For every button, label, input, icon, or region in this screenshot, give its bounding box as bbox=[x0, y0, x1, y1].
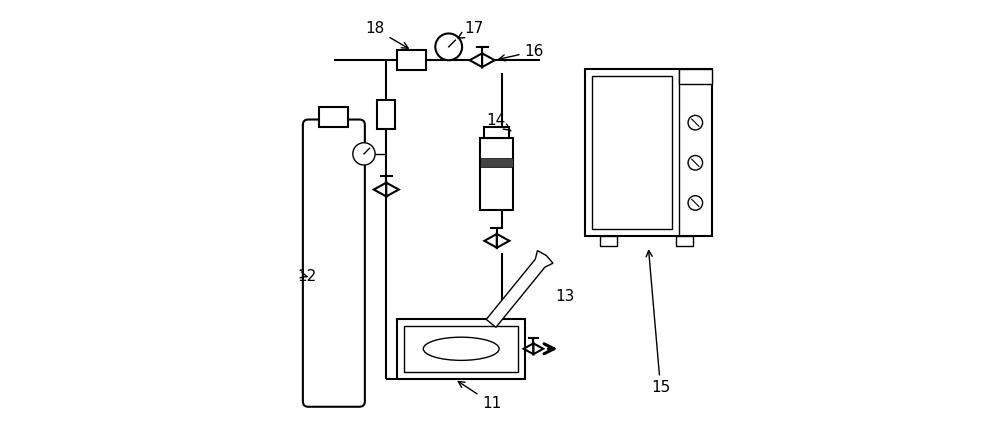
Bar bbox=[585, 69, 712, 236]
Bar bbox=[484, 127, 509, 138]
Bar bbox=[404, 326, 518, 372]
Polygon shape bbox=[374, 183, 386, 196]
Polygon shape bbox=[486, 251, 553, 327]
Text: 14: 14 bbox=[487, 113, 511, 131]
Bar bbox=[679, 69, 712, 84]
Circle shape bbox=[353, 143, 375, 165]
Bar bbox=[480, 138, 513, 210]
Bar bbox=[480, 157, 513, 167]
Polygon shape bbox=[533, 343, 543, 354]
Text: 15: 15 bbox=[646, 251, 670, 396]
Text: 17: 17 bbox=[458, 21, 484, 38]
FancyBboxPatch shape bbox=[303, 120, 365, 407]
Bar bbox=[592, 76, 672, 229]
Bar bbox=[397, 319, 525, 379]
Bar bbox=[600, 236, 617, 246]
Polygon shape bbox=[470, 54, 482, 67]
Text: 18: 18 bbox=[365, 21, 408, 48]
Circle shape bbox=[688, 156, 703, 170]
Circle shape bbox=[688, 116, 703, 130]
Text: 12: 12 bbox=[297, 269, 316, 284]
Ellipse shape bbox=[423, 337, 499, 360]
Circle shape bbox=[435, 33, 462, 60]
Bar bbox=[676, 236, 693, 246]
Bar bbox=[319, 107, 348, 127]
Text: 11: 11 bbox=[458, 381, 501, 411]
Circle shape bbox=[688, 196, 703, 210]
Bar bbox=[397, 50, 426, 70]
Polygon shape bbox=[482, 54, 495, 67]
Polygon shape bbox=[497, 234, 509, 248]
Polygon shape bbox=[484, 234, 497, 248]
Polygon shape bbox=[386, 183, 399, 196]
Bar bbox=[377, 100, 395, 129]
Polygon shape bbox=[524, 343, 533, 354]
Text: 16: 16 bbox=[499, 44, 544, 61]
Text: 13: 13 bbox=[556, 289, 575, 304]
